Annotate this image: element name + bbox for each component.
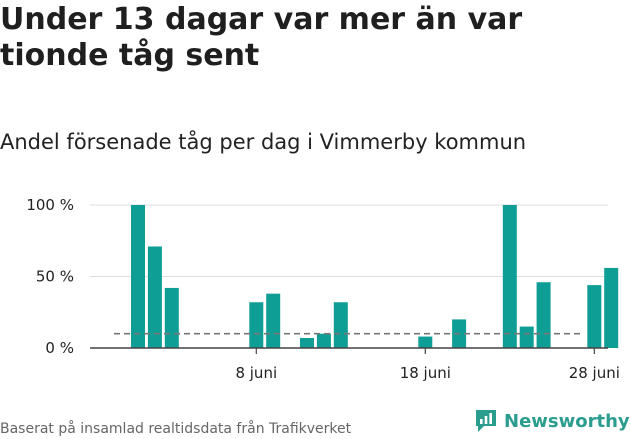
source-note: Baserat på insamlad realtidsdata från Tr… [0, 421, 352, 437]
chart-subtitle: Andel försenade tåg per dag i Vimmerby k… [0, 130, 527, 154]
bar [418, 336, 433, 348]
bar [131, 205, 145, 348]
brand-name: Newsworthy [504, 410, 630, 432]
bar [249, 302, 264, 348]
bar [502, 205, 517, 348]
headline: Under 13 dagar var mer än var tionde tåg… [0, 2, 523, 73]
y-tick-label: 0 % [45, 339, 74, 357]
y-tick-label: 50 % [36, 268, 74, 286]
bar [604, 267, 619, 348]
newsworthy-logo-icon [476, 410, 496, 432]
bars [131, 205, 619, 348]
y-tick-label: 100 % [26, 196, 74, 214]
bar [333, 302, 348, 348]
bar [587, 285, 602, 348]
x-tick-label: 8 juni [235, 364, 277, 382]
x-axis: 8 juni 18 juni 28 juni [90, 347, 620, 382]
bar [316, 333, 331, 348]
bar [164, 287, 179, 348]
bar [519, 326, 534, 348]
bar [147, 246, 162, 348]
bar [300, 337, 314, 348]
grid-lines [90, 204, 608, 277]
brand-logo[interactable]: Newsworthy [474, 408, 630, 434]
x-tick-label: 18 juni [400, 364, 451, 382]
bar-chart: 0 % 50 % 100 % 8 juni 18 juni 28 juni [26, 196, 620, 382]
bar [536, 282, 551, 348]
y-axis-ticks: 0 % 50 % 100 % [26, 196, 74, 357]
bar [266, 293, 281, 348]
x-tick-label: 28 juni [569, 364, 620, 382]
